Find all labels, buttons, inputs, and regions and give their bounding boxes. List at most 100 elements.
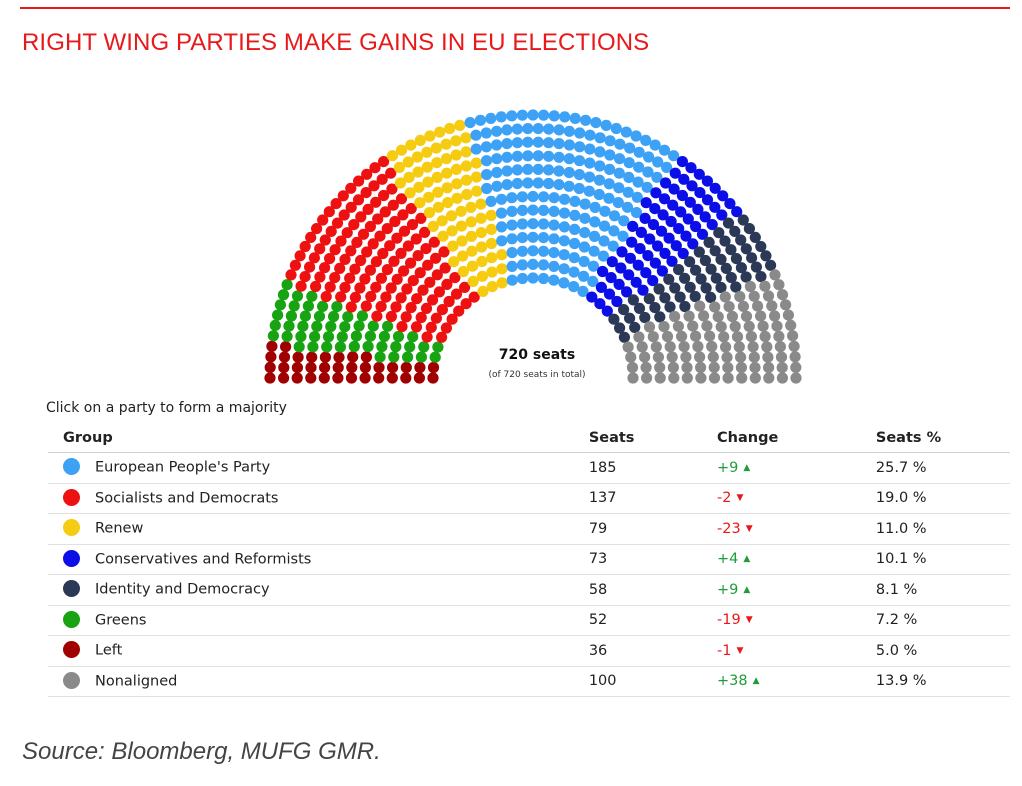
seat-dot[interactable] xyxy=(586,291,598,303)
seat-dot[interactable] xyxy=(368,180,380,192)
seat-dot[interactable] xyxy=(683,310,695,322)
seat-dot[interactable] xyxy=(339,281,351,294)
seat-dot[interactable] xyxy=(434,126,446,138)
seat-dot[interactable] xyxy=(769,310,781,322)
seat-dot[interactable] xyxy=(359,273,371,285)
seat-dot[interactable] xyxy=(612,197,624,209)
seat-dot[interactable] xyxy=(477,285,489,297)
seat-dot[interactable] xyxy=(765,259,777,271)
seat-dot[interactable] xyxy=(707,351,719,363)
seat-dot[interactable] xyxy=(603,178,615,190)
seat-dot[interactable] xyxy=(553,151,565,163)
seat-dot[interactable] xyxy=(686,180,698,192)
seat-dot[interactable] xyxy=(405,257,417,269)
seat-dot[interactable] xyxy=(299,310,311,322)
party-cell[interactable]: Identity and Democracy xyxy=(48,574,589,606)
seat-dot[interactable] xyxy=(608,225,620,237)
seat-dot[interactable] xyxy=(563,153,575,165)
seat-dot[interactable] xyxy=(392,330,405,343)
seat-dot[interactable] xyxy=(579,227,591,239)
seat-dot[interactable] xyxy=(748,290,760,302)
seat-dot[interactable] xyxy=(647,219,660,231)
seat-dot[interactable] xyxy=(506,247,518,259)
seat-dot[interactable] xyxy=(355,211,367,223)
seat-dot[interactable] xyxy=(774,341,787,353)
seat-dot[interactable] xyxy=(460,132,472,144)
seat-dot[interactable] xyxy=(615,262,627,274)
seat-dot[interactable] xyxy=(438,246,450,258)
seat-dot[interactable] xyxy=(627,372,639,384)
seat-dot[interactable] xyxy=(548,247,560,259)
seat-dot[interactable] xyxy=(440,138,452,150)
seat-dot[interactable] xyxy=(548,219,560,231)
seat-dot[interactable] xyxy=(362,340,374,353)
seat-dot[interactable] xyxy=(640,361,652,374)
seat-dot[interactable] xyxy=(306,290,318,302)
seat-dot[interactable] xyxy=(481,182,493,195)
seat-dot[interactable] xyxy=(278,372,290,384)
seat-dot[interactable] xyxy=(403,171,415,183)
seat-dot[interactable] xyxy=(730,253,743,265)
seat-dot[interactable] xyxy=(687,320,699,332)
seat-dot[interactable] xyxy=(537,245,550,257)
seat-dot[interactable] xyxy=(613,278,625,290)
seat-dot[interactable] xyxy=(465,230,478,242)
seat-dot[interactable] xyxy=(317,214,329,226)
seat-dot[interactable] xyxy=(369,162,381,174)
seat-dot[interactable] xyxy=(433,286,445,298)
seat-dot[interactable] xyxy=(319,234,331,246)
seat-dot[interactable] xyxy=(652,351,665,363)
seat-dot[interactable] xyxy=(722,372,734,384)
seat-dot[interactable] xyxy=(359,372,371,384)
seat-dot[interactable] xyxy=(604,163,616,175)
seat-dot[interactable] xyxy=(348,219,360,231)
seat-dot[interactable] xyxy=(432,186,444,198)
seat-dot[interactable] xyxy=(750,261,763,273)
seat-dot[interactable] xyxy=(496,263,508,275)
seat-dot[interactable] xyxy=(666,255,678,267)
seat-dot[interactable] xyxy=(485,223,497,235)
seat-dot[interactable] xyxy=(681,372,693,384)
seat-dot[interactable] xyxy=(605,272,617,284)
seat-dot[interactable] xyxy=(390,301,402,313)
seat-dot[interactable] xyxy=(716,209,728,221)
seat-dot[interactable] xyxy=(313,310,326,322)
seat-dot[interactable] xyxy=(311,320,323,332)
seat-dot[interactable] xyxy=(527,190,539,203)
seat-dot[interactable] xyxy=(451,192,463,204)
seat-dot[interactable] xyxy=(422,259,434,271)
seat-dot[interactable] xyxy=(356,310,368,322)
seat-dot[interactable] xyxy=(527,245,539,257)
seat-dot[interactable] xyxy=(272,309,284,321)
seat-dot[interactable] xyxy=(629,321,641,333)
seat-dot[interactable] xyxy=(553,124,565,136)
seat-dot[interactable] xyxy=(712,311,724,323)
seat-dot[interactable] xyxy=(362,203,374,215)
seat-dot[interactable] xyxy=(532,177,544,189)
seat-dot[interactable] xyxy=(614,138,626,150)
seat-dot[interactable] xyxy=(305,372,317,384)
seat-dot[interactable] xyxy=(415,212,427,224)
seat-dot[interactable] xyxy=(762,351,774,363)
seat-dot[interactable] xyxy=(553,179,565,191)
seat-dot[interactable] xyxy=(457,265,469,278)
seat-dot[interactable] xyxy=(663,273,675,285)
seat-dot[interactable] xyxy=(563,125,576,137)
seat-dot[interactable] xyxy=(310,280,322,293)
seat-dot[interactable] xyxy=(288,300,300,312)
seat-dot[interactable] xyxy=(747,341,759,353)
seat-dot[interactable] xyxy=(558,207,571,219)
seat-dot[interactable] xyxy=(436,215,448,227)
seat-dot[interactable] xyxy=(307,341,319,353)
seat-dot[interactable] xyxy=(746,252,758,264)
seat-dot[interactable] xyxy=(465,216,477,228)
seat-dot[interactable] xyxy=(516,191,529,203)
seat-dot[interactable] xyxy=(776,372,789,384)
seat-dot[interactable] xyxy=(385,310,397,323)
seat-dot[interactable] xyxy=(436,331,448,343)
seat-dot[interactable] xyxy=(281,330,293,342)
seat-dot[interactable] xyxy=(684,196,696,208)
seat-dot[interactable] xyxy=(424,130,436,142)
seat-dot[interactable] xyxy=(598,235,610,247)
party-cell[interactable]: Renew xyxy=(48,513,589,545)
